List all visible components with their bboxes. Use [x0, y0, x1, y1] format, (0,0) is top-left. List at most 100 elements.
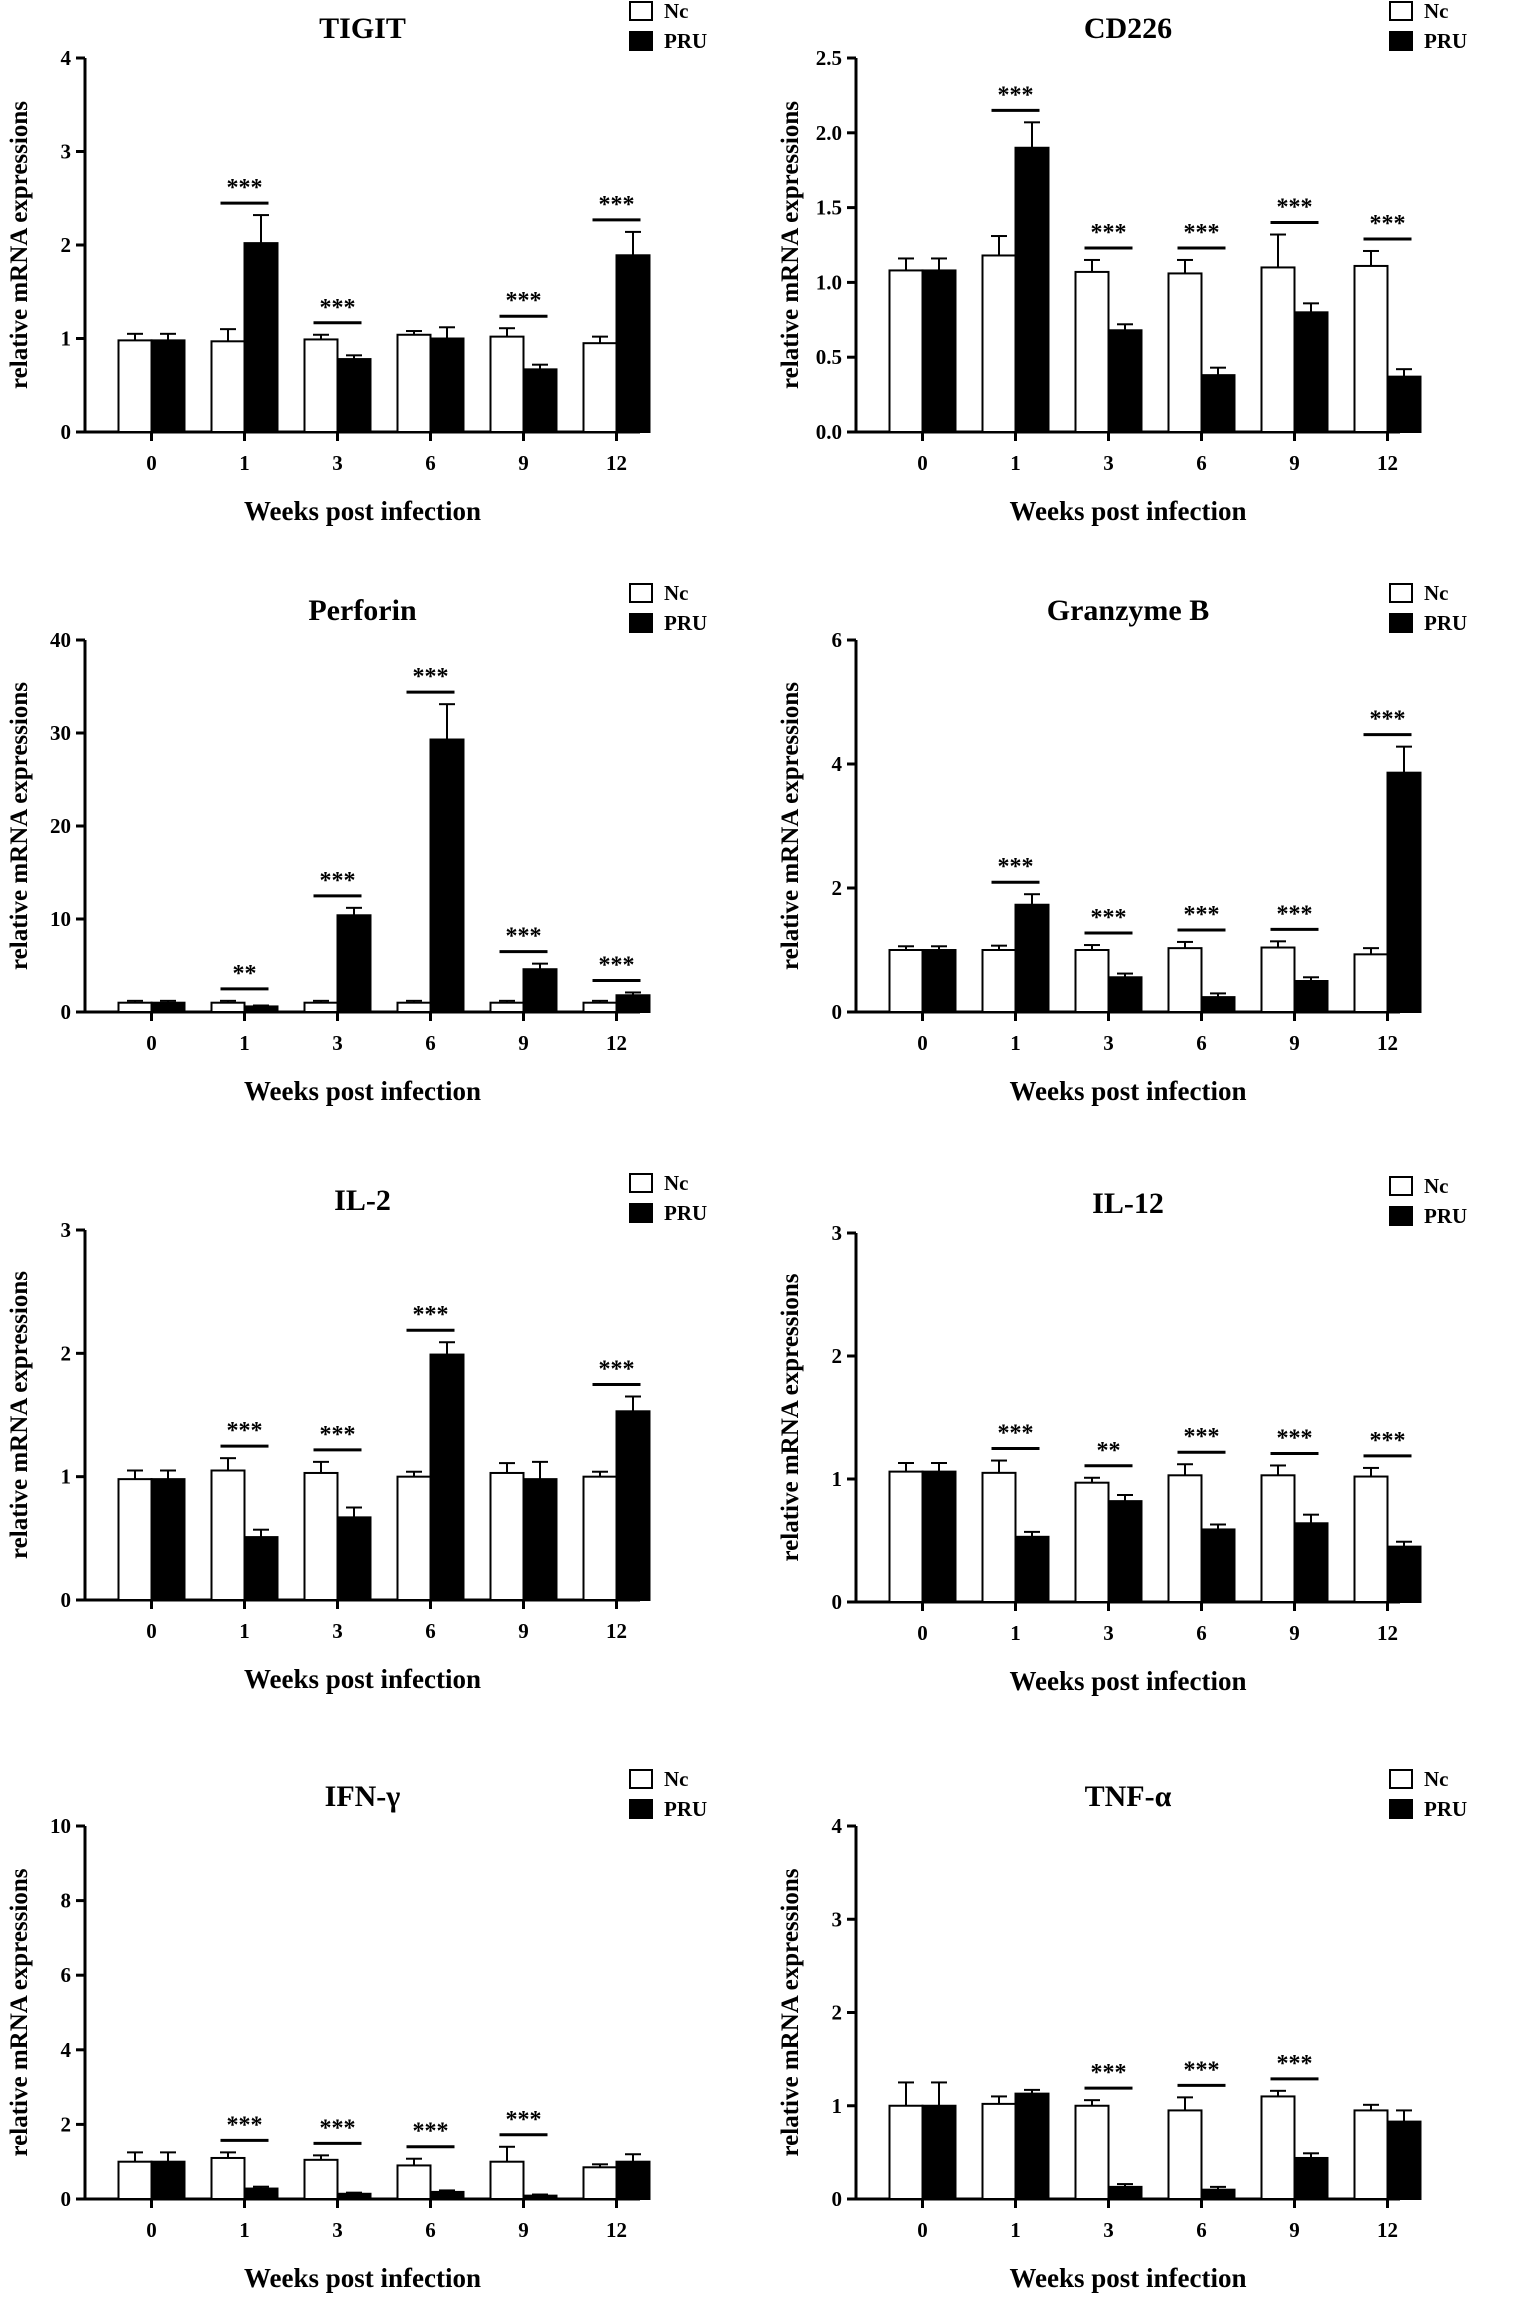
- x-tick-label: 9: [518, 1619, 529, 1643]
- legend-swatch-nc: [629, 1769, 653, 1789]
- bar-pru: [336, 2192, 372, 2201]
- bar-pru: [150, 2160, 186, 2200]
- y-axis-label: relative mRNA expressions: [6, 682, 33, 970]
- bar-pru: [615, 2160, 651, 2200]
- bar-nc: [888, 2104, 924, 2200]
- x-tick-label: 1: [239, 1619, 250, 1643]
- bar-pru: [150, 339, 186, 433]
- x-tick-label: 1: [239, 451, 250, 475]
- bar-nc: [210, 340, 246, 433]
- legend-label-pru: PRU: [664, 29, 707, 53]
- legend-label-nc: Nc: [664, 0, 689, 23]
- chart-title: Granzyme B: [1047, 594, 1209, 627]
- bar-nc: [117, 339, 153, 433]
- significance-marker: ***: [413, 1302, 449, 1328]
- significance-marker: ***: [1370, 707, 1406, 733]
- bar-pru: [1107, 1500, 1143, 1604]
- chart-panel-6: IFN-γ 0 2 4 6 8 10 relative mRNA expressions 0 1 3…: [6, 1767, 707, 2293]
- x-tick-label: 3: [332, 451, 343, 475]
- significance-marker: ***: [227, 1418, 263, 1444]
- x-tick-label: 0: [146, 451, 157, 475]
- bar-nc: [1260, 946, 1296, 1014]
- bar-pru: [615, 254, 651, 433]
- significance-marker: ***: [413, 2119, 449, 2145]
- x-tick-label: 0: [917, 1031, 928, 1055]
- x-tick-label: 9: [518, 2218, 529, 2242]
- bar-nc: [1074, 270, 1110, 434]
- y-tick-label: 0: [61, 2187, 72, 2211]
- bar-nc: [981, 254, 1017, 433]
- x-tick-label: 9: [1289, 1621, 1300, 1645]
- x-axis-label: Weeks post infection: [244, 496, 481, 526]
- y-tick-label: 2: [61, 233, 72, 257]
- significance-marker: ***: [227, 175, 263, 201]
- bar-pru: [243, 1005, 279, 1013]
- y-tick-label: 0: [61, 1000, 72, 1024]
- significance-marker: ***: [320, 1422, 356, 1448]
- significance-marker: ***: [320, 2115, 356, 2141]
- bar-nc: [981, 2102, 1017, 2201]
- x-tick-label: 12: [606, 1619, 627, 1643]
- bar-pru: [522, 1478, 558, 1601]
- y-axis-label: relative mRNA expressions: [777, 1868, 804, 2156]
- bar-nc: [1353, 264, 1389, 433]
- bar-nc: [1260, 1474, 1296, 1604]
- significance-marker: ***: [998, 1421, 1034, 1447]
- x-tick-label: 0: [917, 2218, 928, 2242]
- bar-nc: [210, 1001, 246, 1014]
- bar-pru: [921, 269, 957, 433]
- y-tick-label: 1: [832, 2094, 843, 2118]
- x-tick-label: 3: [1103, 1031, 1114, 1055]
- x-tick-label: 1: [1010, 451, 1021, 475]
- significance-marker: **: [1097, 1438, 1121, 1464]
- bar-pru: [1014, 1535, 1050, 1604]
- legend-label-nc: Nc: [664, 1171, 689, 1195]
- x-tick-label: 9: [518, 1031, 529, 1055]
- significance-marker: ***: [320, 295, 356, 321]
- legend-label-pru: PRU: [1424, 1204, 1467, 1228]
- x-tick-label: 6: [1196, 2218, 1207, 2242]
- bar-nc: [489, 1001, 525, 1014]
- legend-label-nc: Nc: [664, 581, 689, 605]
- legend-swatch-nc: [1389, 1, 1413, 21]
- y-tick-label: 3: [61, 140, 72, 164]
- significance-marker: ***: [1184, 1424, 1220, 1450]
- bar-nc: [582, 1475, 618, 1601]
- significance-marker: ***: [1277, 2051, 1313, 2077]
- bar-pru: [1293, 2156, 1329, 2200]
- x-tick-label: 1: [1010, 2218, 1021, 2242]
- bar-nc: [396, 2164, 432, 2200]
- x-tick-label: 6: [425, 451, 436, 475]
- bar-pru: [336, 914, 372, 1014]
- significance-marker: ***: [1184, 220, 1220, 246]
- y-tick-label: 1.0: [816, 270, 842, 294]
- legend-label-pru: PRU: [1424, 1797, 1467, 1821]
- legend-label-nc: Nc: [1424, 1767, 1449, 1791]
- y-axis-label: relative mRNA expressions: [6, 1271, 33, 1559]
- bar-nc: [1074, 2104, 1110, 2200]
- bar-nc: [1353, 953, 1389, 1014]
- x-tick-label: 9: [1289, 1031, 1300, 1055]
- bar-pru: [429, 738, 465, 1013]
- bar-nc: [396, 1001, 432, 1014]
- y-axis-label: relative mRNA expressions: [777, 682, 804, 970]
- bar-pru: [1293, 1522, 1329, 1604]
- significance-marker: ***: [1370, 1428, 1406, 1454]
- y-tick-label: 10: [50, 1814, 71, 1838]
- y-tick-label: 0: [832, 2187, 843, 2211]
- significance-marker: **: [233, 961, 257, 987]
- y-axis-label: relative mRNA expressions: [777, 101, 804, 389]
- bar-pru: [1386, 2120, 1422, 2201]
- x-tick-label: 6: [1196, 451, 1207, 475]
- bar-nc: [981, 1471, 1017, 1603]
- chart-title: Perforin: [308, 594, 417, 627]
- x-tick-label: 3: [332, 1619, 343, 1643]
- x-tick-label: 1: [1010, 1031, 1021, 1055]
- significance-marker: ***: [599, 952, 635, 978]
- x-tick-label: 6: [425, 1619, 436, 1643]
- legend-label-nc: Nc: [1424, 1174, 1449, 1198]
- significance-marker: ***: [998, 82, 1034, 108]
